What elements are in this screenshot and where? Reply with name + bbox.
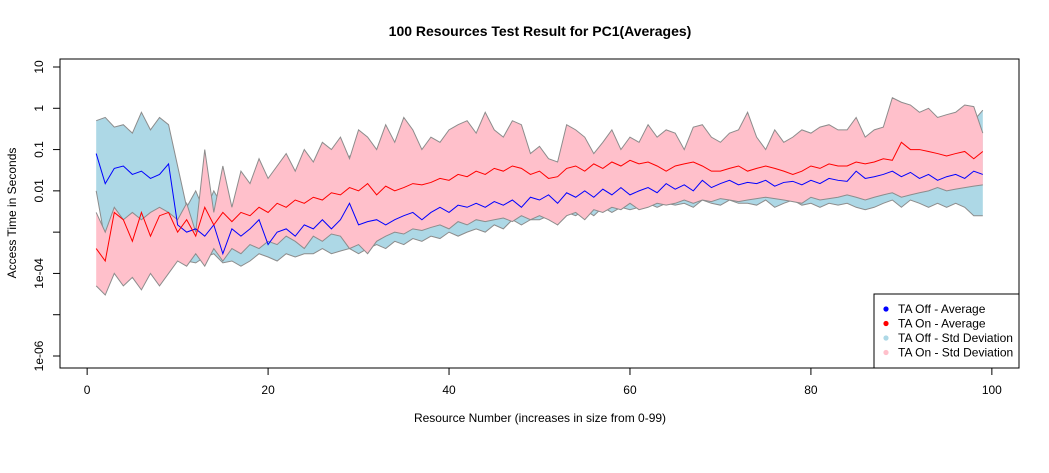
band-upper-edge (95, 97, 984, 234)
y-tick-label: 10 (32, 60, 46, 74)
legend-box (873, 293, 1020, 369)
y-tick-label: 0.1 (32, 141, 46, 158)
series-line-ta-on-average (95, 141, 984, 263)
x-tick-label: 100 (982, 383, 1002, 397)
x-tick-label: 40 (442, 383, 456, 397)
y-tick-label: 1e-06 (32, 340, 46, 371)
x-tick-label: 20 (261, 383, 275, 397)
band-lower-edge (95, 190, 983, 267)
x-tick-label: 60 (623, 383, 637, 397)
legend-marker (883, 349, 889, 356)
legend-marker (883, 306, 889, 312)
legend-marker (883, 320, 889, 327)
legend-marker (883, 335, 889, 341)
x-tick-label: 0 (84, 383, 91, 397)
x-axis-label: Resource Number (increases in size from … (414, 411, 666, 425)
x-axis: 0 20 40 60 80 100 (84, 367, 1002, 397)
legend-label: TA Off - Std Deviation (898, 331, 1013, 345)
band-lower-edge (95, 184, 983, 296)
plot-area (59, 58, 1020, 369)
chart-title: 100 Resources Test Result for PC1(Averag… (389, 23, 692, 39)
series-line-ta-off-average (95, 153, 983, 256)
legend-label: TA Off - Average (898, 302, 986, 316)
y-tick-label: 0.01 (32, 179, 46, 203)
band-ta-on-std (96, 97, 983, 296)
y-tick-label: 1 (32, 105, 46, 112)
y-tick-label: 1e-04 (32, 258, 46, 289)
y-axis: 1e-06 1e-04 0.01 0.1 1 10 (32, 60, 61, 371)
y-axis-label: Access Time in Seconds (5, 148, 19, 279)
x-tick-label: 80 (804, 383, 818, 397)
legend-label: TA On - Average (898, 317, 986, 331)
legend-label: TA On - Std Deviation (898, 346, 1013, 360)
